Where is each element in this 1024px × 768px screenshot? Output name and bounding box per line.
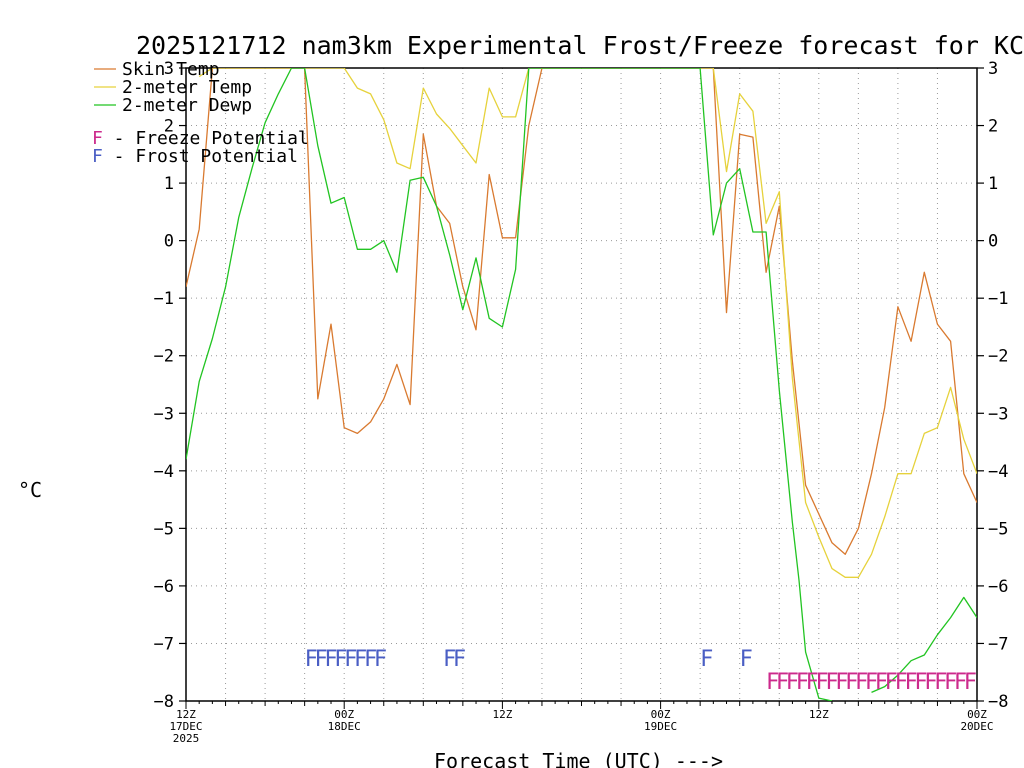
frost-mark: F (700, 647, 713, 672)
freeze-mark: F (964, 670, 977, 695)
y-tick-label: −7 (154, 634, 174, 654)
series-line-3 (871, 596, 977, 693)
y-tick-label: −2 (988, 347, 1008, 367)
y-tick-label: −7 (988, 634, 1008, 654)
freeze-mark: F (934, 670, 947, 695)
x-axis: 12Z 17DEC 2025 00Z 18DEC 12Z 00Z 19DEC 12Z 00Z 20D… (169, 701, 994, 745)
freeze-mark: F (825, 670, 838, 695)
y-tick-label: −3 (988, 404, 1008, 424)
freeze-mark: F (924, 670, 937, 695)
legend-label: 2-meter Temp (122, 77, 252, 98)
y-tick-label: 3 (164, 59, 174, 79)
plot-frame (185, 67, 978, 702)
y-tick-label: −1 (988, 289, 1008, 309)
freeze-mark: F (954, 670, 967, 695)
y-tick-label: 0 (988, 232, 998, 252)
freeze-mark: F (944, 670, 957, 695)
y-tick-label: −8 (154, 692, 174, 712)
y-tick-label: −8 (988, 692, 1008, 712)
frost-mark: F (344, 647, 357, 672)
freeze-mark: F (796, 670, 809, 695)
frost-mark: F (305, 647, 318, 672)
y-tick-label: 0 (164, 232, 174, 252)
grid (186, 68, 977, 701)
frost-mark: F (315, 647, 328, 672)
y-tick-label: 1 (164, 174, 174, 194)
x-tick-label: 12Z (492, 708, 512, 721)
y-tick-label: 1 (988, 174, 998, 194)
frost-mark: F (453, 647, 466, 672)
series-line-2 (186, 68, 833, 701)
freeze-mark: F (875, 670, 888, 695)
freeze-mark: F (895, 670, 908, 695)
y-tick-label: −2 (154, 347, 174, 367)
y-tick-label: −5 (154, 519, 174, 539)
frost-mark: F (443, 647, 456, 672)
freeze-mark: F (786, 670, 799, 695)
freeze-mark: F (815, 670, 828, 695)
potential-legend-entry: F - Frost Potential (92, 146, 298, 167)
frost-mark: F (364, 647, 377, 672)
y-tick-label: −1 (154, 289, 174, 309)
freeze-mark: F (904, 670, 917, 695)
freeze-mark: F (855, 670, 868, 695)
y-tick-label: −5 (988, 519, 1008, 539)
y-tick-label: −4 (154, 462, 174, 482)
freeze-mark: F (914, 670, 927, 695)
y-tick-label: 2 (164, 117, 174, 137)
frost-mark: F (354, 647, 367, 672)
y-axis-left: −8 −7 −6 −5 −4 −3 −2 −1 0 1 2 3 (154, 59, 186, 712)
frost-mark: F (324, 647, 337, 672)
potential-legend-entry: F - Freeze Potential (92, 128, 309, 149)
frost-mark: F (740, 647, 753, 672)
y-tick-label: −6 (154, 577, 174, 597)
y-tick-label: 3 (988, 59, 998, 79)
y-tick-label: −6 (988, 577, 1008, 597)
y-tick-label: −4 (988, 462, 1008, 482)
legend-label: 2-meter Dewp (122, 95, 252, 116)
freeze-mark: F (806, 670, 819, 695)
series-lines (186, 68, 977, 701)
frost-mark: F (374, 647, 387, 672)
x-tick-label: 00Z 20DEC (960, 708, 993, 733)
y-tick-label: 2 (988, 117, 998, 137)
frost-mark: F (334, 647, 347, 672)
freeze-mark: F (845, 670, 858, 695)
freeze-mark: F (766, 670, 779, 695)
freeze-mark: F (885, 670, 898, 695)
y-axis-right: −8 −7 −6 −5 −4 −3 −2 −1 0 1 2 3 (977, 59, 1008, 712)
x-tick-label: 12Z 17DEC 2025 (169, 708, 202, 745)
freeze-mark: F (776, 670, 789, 695)
series-line-0 (186, 68, 977, 555)
freeze-mark: F (865, 670, 878, 695)
freeze-mark: F (835, 670, 848, 695)
y-tick-label: −3 (154, 404, 174, 424)
legend-label: Skin Temp (122, 59, 220, 80)
x-tick-label: 00Z 19DEC (644, 708, 677, 733)
x-tick-label: 00Z 18DEC (328, 708, 361, 733)
y-axis-label: °C (18, 478, 42, 502)
series-line-1 (198, 68, 977, 578)
x-axis-label: Forecast Time (UTC) ---> (434, 749, 723, 768)
chart-title: 2025121712 nam3km Experimental Frost/Fre… (136, 31, 1024, 60)
x-tick-label: 12Z (809, 708, 829, 721)
